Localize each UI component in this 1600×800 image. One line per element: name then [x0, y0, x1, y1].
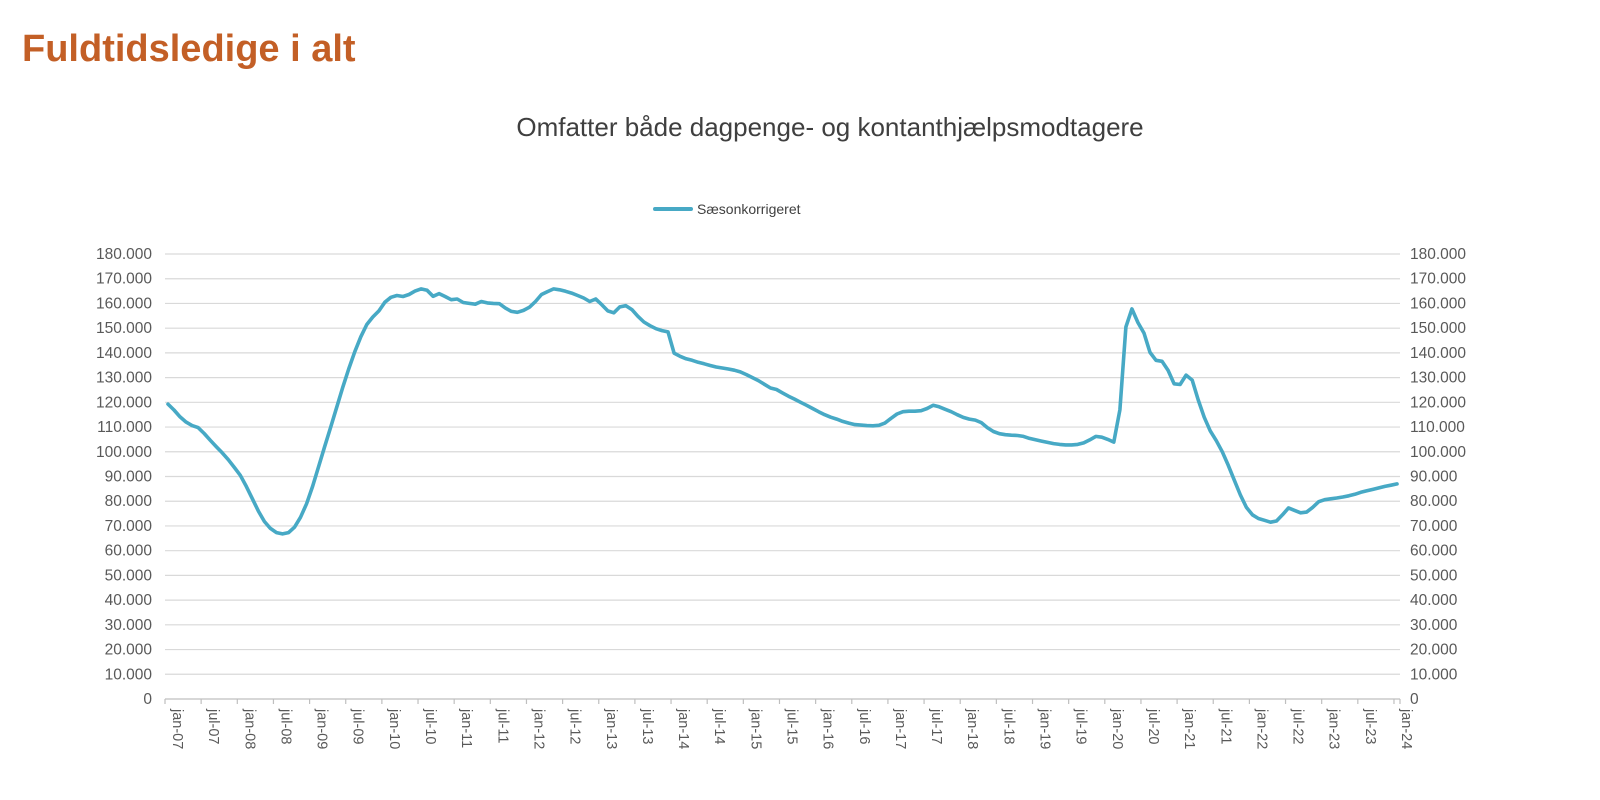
y-axis-label-right: 30.000: [1410, 617, 1458, 634]
y-axis-label-right: 10.000: [1410, 666, 1458, 683]
x-axis-label: jul-16: [856, 708, 872, 744]
x-axis-label: jul-11: [494, 708, 510, 743]
y-axis-label-right: 140.000: [1410, 345, 1466, 362]
y-axis-label-left: 90.000: [105, 469, 153, 486]
y-axis-label-right: 50.000: [1410, 567, 1458, 584]
y-axis-label-right: 130.000: [1410, 370, 1466, 387]
x-axis-label: jul-08: [277, 708, 293, 744]
legend-label: Sæsonkorrigeret: [697, 201, 801, 217]
x-axis-label: jan-08: [241, 708, 257, 749]
y-axis-label-left: 50.000: [105, 567, 153, 584]
line-chart: 0 0 10.000 10.000 20.000 20.000 30.000 30.000 40…: [96, 246, 1466, 749]
x-axis-label: jul-09: [350, 708, 366, 744]
page-title: Fuldtidsledige i alt: [22, 28, 356, 70]
y-axis-label-right: 110.000: [1410, 419, 1465, 436]
x-axis-label: jul-13: [639, 708, 655, 744]
x-axis-label: jan-22: [1253, 708, 1269, 749]
y-axis-label-left: 20.000: [105, 642, 153, 659]
x-axis-label: jul-19: [1073, 708, 1089, 744]
x-axis-label: jul-14: [711, 708, 727, 744]
y-axis-label-left: 60.000: [105, 543, 153, 560]
x-axis-label: jan-21: [1181, 708, 1197, 749]
y-axis-label-left: 100.000: [96, 444, 152, 461]
x-axis-label: jul-23: [1362, 708, 1378, 744]
y-axis-label-left: 70.000: [105, 518, 153, 535]
x-axis-label: jul-20: [1145, 708, 1161, 744]
y-axis-label-left: 40.000: [105, 592, 153, 609]
y-axis-label-left: 0: [143, 691, 152, 708]
y-axis-label-left: 80.000: [105, 493, 153, 510]
y-axis-label-right: 60.000: [1410, 543, 1458, 560]
x-axis-label: jan-23: [1326, 708, 1342, 749]
y-axis-label-left: 150.000: [96, 320, 152, 337]
y-axis-label-right: 150.000: [1410, 320, 1466, 337]
y-axis-label-right: 180.000: [1410, 246, 1466, 263]
y-axis-label-left: 170.000: [96, 271, 152, 288]
chart-title: Omfatter både dagpenge- og kontanthjælps…: [516, 112, 1144, 142]
y-axis-label-right: 100.000: [1410, 444, 1466, 461]
legend-line-swatch: [653, 207, 693, 211]
chart-legend: Sæsonkorrigeret: [653, 201, 801, 217]
y-axis-label-left: 30.000: [105, 617, 153, 634]
y-axis-label-right: 20.000: [1410, 642, 1458, 659]
y-axis-label-right: 90.000: [1410, 469, 1458, 486]
x-axis-label: jan-11: [458, 708, 474, 748]
y-axis-label-right: 120.000: [1410, 394, 1466, 411]
x-axis-label: jul-12: [567, 708, 583, 744]
x-axis-label: jul-15: [784, 708, 800, 744]
y-axis-label-left: 120.000: [96, 394, 152, 411]
y-axis-label-right: 170.000: [1410, 271, 1466, 288]
x-axis-label: jan-14: [675, 708, 691, 749]
x-axis-label: jul-17: [928, 708, 944, 744]
y-axis-label-right: 70.000: [1410, 518, 1458, 535]
x-axis-label: jan-17: [892, 708, 908, 749]
x-axis-label: jan-12: [530, 708, 546, 749]
x-axis-label: jul-07: [205, 708, 221, 744]
y-axis-label-left: 130.000: [96, 370, 152, 387]
y-axis-label-left: 110.000: [97, 419, 152, 436]
series-line-saesonkorrigeret: [166, 287, 1399, 536]
x-axis-label: jan-13: [603, 708, 619, 749]
y-axis-label-left: 10.000: [105, 666, 153, 683]
x-axis-label: jul-21: [1217, 708, 1233, 744]
x-axis-label: jan-09: [314, 708, 330, 749]
y-axis-label-left: 140.000: [96, 345, 152, 362]
y-axis-label-right: 160.000: [1410, 295, 1466, 312]
x-axis-label: jan-07: [169, 708, 185, 749]
y-axis-label-right: 0: [1410, 691, 1419, 708]
x-axis-label: jul-10: [422, 708, 438, 744]
y-axis-label-left: 160.000: [96, 295, 152, 312]
x-axis-label: jan-10: [386, 708, 402, 749]
x-axis-label: jan-24: [1398, 708, 1414, 749]
x-axis-label: jan-16: [820, 708, 836, 749]
y-axis-label-left: 180.000: [96, 246, 152, 263]
y-axis-label-right: 80.000: [1410, 493, 1458, 510]
x-axis-label: jan-20: [1109, 708, 1125, 749]
y-axis-label-right: 40.000: [1410, 592, 1458, 609]
x-axis-label: jan-15: [747, 708, 763, 749]
x-axis-label: jul-18: [1000, 708, 1016, 744]
x-axis-label: jan-18: [964, 708, 980, 749]
x-axis-label: jul-22: [1290, 708, 1306, 744]
x-axis-label: jan-19: [1037, 708, 1053, 749]
